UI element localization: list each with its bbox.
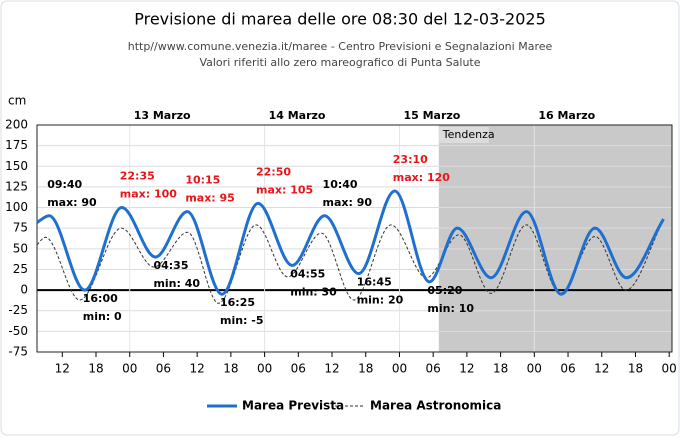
x-tick-label: 00: [527, 362, 542, 376]
y-tick-label: 50: [13, 241, 28, 255]
trend-label-box: [438, 127, 489, 143]
subtitle: http//www.comune.venezia.it/maree - Cent…: [128, 40, 553, 53]
time-label: 22:35: [120, 170, 155, 183]
value-label: min: 10: [427, 302, 474, 315]
value-label: min: 0: [83, 310, 122, 323]
time-label: 04:55: [290, 267, 325, 280]
time-label: 05:20: [427, 284, 462, 297]
y-tick-label: 150: [5, 159, 28, 173]
time-label: 04:35: [153, 259, 188, 272]
y-tick-label: 25: [13, 262, 28, 276]
y-unit: cm: [8, 94, 26, 108]
x-tick-label: 00: [122, 362, 137, 376]
x-tick-label: 18: [358, 362, 373, 376]
trend-region: [438, 125, 672, 352]
time-label: 10:40: [323, 178, 358, 191]
subtitle: Valori riferiti allo zero mareografico d…: [199, 56, 480, 69]
x-tick-label: 18: [88, 362, 103, 376]
legend-label: Marea Prevista: [242, 399, 344, 413]
x-tick-label: 12: [190, 362, 205, 376]
x-tick-label: 12: [324, 362, 339, 376]
time-label: 16:00: [83, 292, 118, 305]
value-label: min: 20: [357, 294, 404, 307]
y-tick-label: 100: [5, 200, 28, 214]
x-tick-label: 06: [156, 362, 171, 376]
value-label: max: 100: [120, 188, 178, 201]
x-tick-label: 18: [628, 362, 643, 376]
x-tick-label: 18: [493, 362, 508, 376]
x-tick-label: 00: [392, 362, 407, 376]
x-tick-label: 00: [662, 362, 677, 376]
y-tick-label: 175: [5, 138, 28, 152]
y-tick-label: 75: [13, 221, 28, 235]
day-label: 16 Marzo: [538, 109, 595, 122]
time-label: 16:45: [357, 276, 392, 289]
day-label: 15 Marzo: [403, 109, 460, 122]
series-line: [36, 189, 665, 296]
y-tick-label: 0: [20, 283, 28, 297]
day-label: 14 Marzo: [269, 109, 326, 122]
y-tick-label: -75: [8, 345, 28, 359]
time-label: 09:40: [47, 178, 82, 191]
value-label: max: 120: [393, 171, 451, 184]
plot-border: [36, 124, 673, 353]
time-label: 23:10: [393, 153, 428, 166]
value-label: max: 95: [185, 192, 235, 205]
x-tick-label: 12: [459, 362, 474, 376]
time-label: 22:50: [256, 165, 291, 178]
value-label: max: 90: [323, 196, 373, 209]
x-tick-label: 00: [257, 362, 272, 376]
value-label: max: 90: [47, 196, 97, 209]
time-label: 10:15: [185, 174, 220, 187]
y-tick-label: -25: [8, 303, 28, 317]
y-tick-label: 200: [5, 118, 28, 132]
y-tick-label: 125: [5, 179, 28, 193]
x-tick-label: 18: [223, 362, 238, 376]
y-tick-label: -50: [8, 324, 28, 338]
legend-label: Marea Astronomica: [370, 399, 501, 413]
trend-label: Tendenza: [442, 128, 495, 141]
value-label: min: 40: [153, 277, 200, 290]
value-label: min: -5: [220, 314, 264, 327]
day-label: 13 Marzo: [134, 109, 191, 122]
value-label: min: 30: [290, 285, 337, 298]
chart-title: Previsione di marea delle ore 08:30 del …: [134, 10, 546, 29]
x-tick-label: 06: [291, 362, 306, 376]
x-tick-label: 06: [426, 362, 441, 376]
x-tick-label: 12: [594, 362, 609, 376]
time-label: 16:25: [220, 296, 255, 309]
value-label: max: 105: [256, 183, 313, 196]
x-tick-label: 12: [55, 362, 70, 376]
x-tick-label: 06: [560, 362, 575, 376]
